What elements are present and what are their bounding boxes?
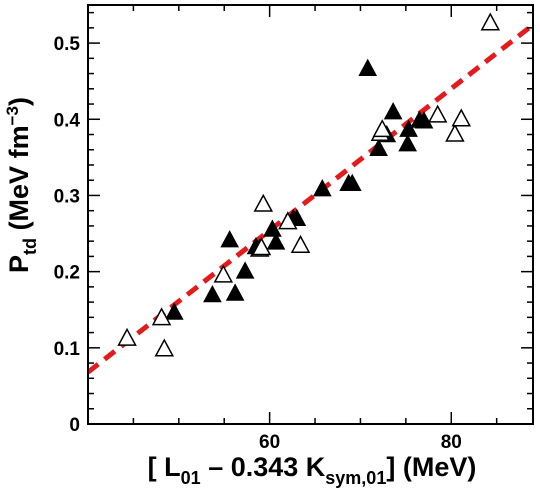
open-triangle-point <box>151 307 172 326</box>
open-triangle-point <box>154 338 175 357</box>
filled-triangle-point <box>225 283 245 301</box>
y-tick-label: 0.5 <box>54 34 81 55</box>
x-tick-label: 60 <box>259 432 280 453</box>
y-tick-label: 0.4 <box>54 110 81 131</box>
open-triangle-point <box>117 327 137 346</box>
filled-triangle-point <box>220 230 240 248</box>
filled-triangle-point <box>266 232 286 250</box>
filled-triangle-point <box>398 134 418 152</box>
filled-triangle-point <box>369 138 388 156</box>
filled-triangle-point <box>383 102 403 120</box>
open-triangle-point <box>253 193 274 212</box>
open-triangle-point <box>372 119 393 138</box>
data-points-layer <box>117 12 501 357</box>
open-triangle-point <box>290 234 311 253</box>
x-axis-title: [ L01 – 0.343 Ksym,01] (MeV) <box>148 452 477 488</box>
open-triangle-point <box>278 211 298 230</box>
y-tick-label: 0.3 <box>54 186 80 207</box>
y-tick-label: 0 <box>69 415 80 436</box>
filled-triangle-point <box>263 219 282 237</box>
open-triangle-point <box>213 264 234 283</box>
open-triangle-point <box>480 12 501 31</box>
open-triangle-point <box>427 104 448 123</box>
filled-triangle-point <box>399 119 418 137</box>
plot-frame <box>87 4 534 425</box>
filled-triangle-point <box>203 284 222 303</box>
tick-layer: 60 80 0 0.1 0.2 0.3 0.4 0.5 <box>54 5 533 453</box>
filled-triangle-point <box>312 179 332 197</box>
filled-triangle-point <box>358 58 378 76</box>
filled-triangle-point <box>414 111 434 129</box>
filled-triangle-point <box>342 173 362 191</box>
open-triangle-point <box>445 123 465 142</box>
y-tick-label: 0.1 <box>54 339 81 360</box>
open-triangle-point <box>251 237 272 256</box>
filled-triangle-point <box>235 261 255 279</box>
y-tick-label: 0.2 <box>54 263 80 284</box>
filled-triangle-point <box>164 302 184 320</box>
open-triangle-point <box>451 108 472 127</box>
x-tick-label: 80 <box>441 432 462 453</box>
y-axis-title: Ptd (MeV fm−3) <box>3 97 40 273</box>
